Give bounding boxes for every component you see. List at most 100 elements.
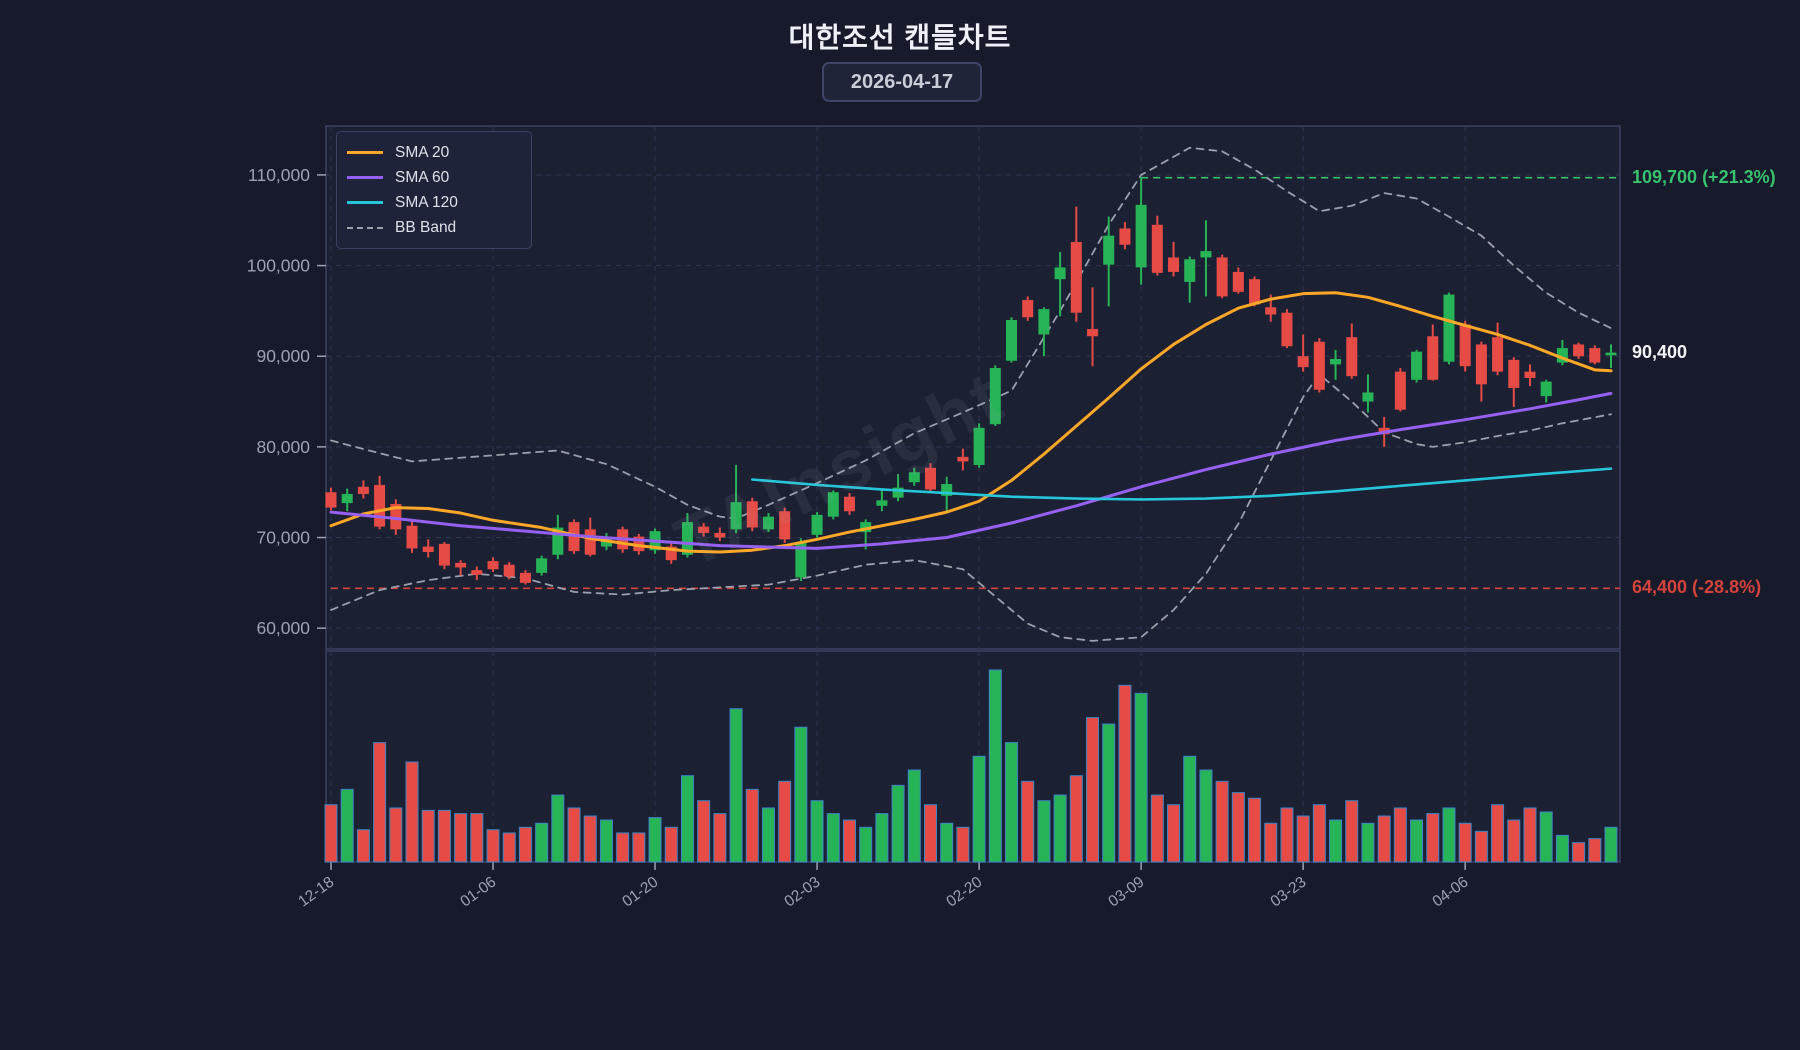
candle — [1119, 222, 1131, 250]
candle — [665, 542, 677, 564]
volume-bar — [632, 832, 646, 863]
legend-label: SMA 60 — [395, 168, 450, 186]
volume-bar — [405, 761, 419, 863]
volume-bar — [826, 813, 840, 863]
legend-line-swatch — [347, 201, 383, 204]
volume-bar — [1555, 834, 1569, 863]
candle — [698, 523, 710, 537]
candle — [536, 555, 548, 576]
legend-label: SMA 20 — [395, 143, 450, 161]
legend-line-swatch — [347, 151, 383, 154]
candle — [503, 561, 515, 580]
candle — [908, 467, 920, 486]
volume-bar — [1134, 692, 1148, 863]
sma120-line — [750, 467, 1613, 501]
bb-upper-line — [330, 146, 1612, 520]
candle — [989, 365, 1001, 427]
candle — [924, 463, 936, 493]
volume-bar — [1118, 684, 1132, 863]
candle — [1313, 338, 1325, 393]
candle — [1524, 364, 1536, 387]
candle — [1281, 309, 1293, 349]
x-axis-label: 02-20 — [943, 873, 985, 910]
chart-legend: SMA 20 SMA 60 SMA 120 BB Band — [336, 131, 532, 249]
volume-bar — [761, 807, 775, 863]
volume-bar — [1491, 804, 1505, 863]
candle — [1443, 292, 1455, 365]
candle — [1184, 256, 1196, 303]
legend-label: SMA 120 — [395, 193, 458, 211]
volume-bar — [907, 769, 921, 863]
volume-bar — [421, 809, 435, 863]
volume-bar — [1361, 822, 1375, 863]
x-axis-label: 03-23 — [1267, 873, 1309, 910]
candle — [941, 476, 953, 514]
x-axis-label: 03-09 — [1105, 873, 1147, 910]
volume-bar — [1215, 780, 1229, 863]
volume-bar — [535, 822, 549, 863]
x-axis-label: 12-18 — [295, 873, 337, 910]
date-badge: 2026-04-17 — [822, 62, 982, 102]
legend-line-swatch — [347, 176, 383, 179]
candle — [552, 514, 564, 560]
volume-bar — [1296, 815, 1310, 863]
candle — [438, 542, 450, 570]
volume-bar — [502, 832, 516, 863]
candle — [1346, 323, 1358, 379]
volume-bar — [956, 826, 970, 863]
volume-bar — [1588, 838, 1602, 863]
candle — [1540, 379, 1552, 403]
volume-bar — [551, 794, 565, 863]
volume-bar — [988, 669, 1002, 863]
volume-bar — [648, 817, 662, 863]
legend-item: SMA 60 — [347, 165, 519, 190]
candle — [1330, 349, 1342, 380]
volume-bar — [437, 809, 451, 863]
volume-bar — [859, 826, 873, 863]
candle — [1508, 357, 1520, 407]
volume-bar — [923, 804, 937, 863]
x-axis-label: 02-03 — [781, 873, 823, 910]
volume-bar — [1474, 830, 1488, 863]
candle — [1492, 322, 1504, 376]
candle — [876, 489, 888, 512]
volume-bar — [697, 800, 711, 863]
volume-bar — [1377, 815, 1391, 863]
sma20-line — [329, 291, 1613, 554]
volume-bar — [1329, 819, 1343, 863]
high-price-annotation: 109,700 (+21.3%) — [1632, 166, 1776, 187]
y-axis-label: 70,000 — [256, 528, 310, 548]
volume-bar — [1069, 775, 1083, 863]
volume-bar — [1037, 800, 1051, 863]
volume-bar — [1086, 717, 1100, 863]
candle — [1411, 349, 1423, 383]
volume-bar — [1021, 780, 1035, 863]
candle — [1070, 206, 1082, 322]
volume-bar — [1312, 804, 1326, 863]
y-axis-label: 90,000 — [256, 346, 310, 366]
volume-bar — [389, 807, 403, 863]
volume-bar — [616, 832, 630, 863]
candle — [746, 497, 758, 532]
volume-bar — [373, 742, 387, 863]
y-axis-label: 100,000 — [247, 256, 311, 276]
volume-bar — [842, 819, 856, 863]
volume-bar — [810, 800, 824, 863]
candle — [1151, 215, 1163, 276]
candle — [1297, 334, 1309, 372]
volume-bar — [1167, 804, 1181, 863]
volume-bar — [680, 775, 694, 863]
candle — [1168, 242, 1180, 277]
volume-bar — [664, 826, 678, 863]
candle — [1605, 344, 1617, 369]
candle — [1573, 342, 1585, 359]
volume-bar — [1102, 723, 1116, 863]
candle — [827, 490, 839, 520]
candle — [406, 521, 418, 553]
x-axis-label: 01-20 — [619, 873, 661, 910]
candle — [1394, 368, 1406, 412]
candle — [762, 513, 774, 533]
candle — [973, 423, 985, 468]
candle — [1362, 374, 1374, 413]
candle — [455, 560, 467, 576]
